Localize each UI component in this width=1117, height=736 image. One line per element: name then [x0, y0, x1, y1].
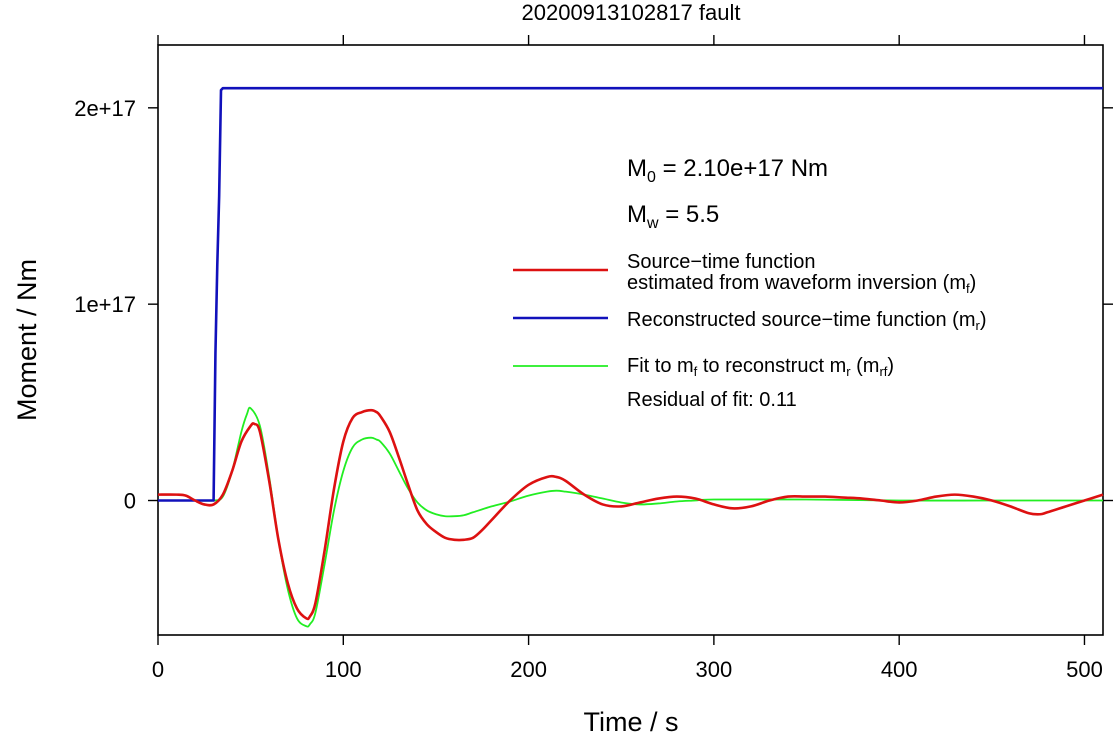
x-tick-label: 300 — [696, 657, 733, 682]
x-tick-label: 400 — [881, 657, 918, 682]
legend-mrf-b-sub: r — [846, 364, 851, 379]
legend-label-mf-line1: Source−time function — [627, 251, 815, 273]
legend-mrf-c-sub: rf — [879, 364, 887, 379]
y-tick-label: 2e+17 — [74, 96, 136, 121]
plot-frame — [157, 44, 1104, 636]
legend: Source−time function estimated from wave… — [513, 251, 987, 411]
series-line-mf — [157, 408, 1104, 621]
x-tick-label: 0 — [152, 657, 164, 682]
x-axis-label: Time / s — [583, 707, 678, 736]
m0-annotation: M0 = 2.10e+17 Nm — [627, 155, 828, 186]
legend-mf-line2-sub: f — [966, 281, 970, 296]
y-axis-label: Moment / Nm — [12, 259, 42, 421]
y-tick-label: 1e+17 — [74, 292, 136, 317]
legend-mrf-b: to reconstruct m — [697, 355, 846, 377]
axis-ticks: 0 100 200 300 400 500 0 1e+17 2e+17 — [74, 35, 1113, 682]
x-tick-label: 500 — [1066, 657, 1103, 682]
legend-mrf-a: Fit to m — [627, 355, 694, 377]
mw-value: = 5.5 — [659, 201, 720, 228]
legend-label-mf-line2: estimated from waveform inversion (mf) — [627, 272, 976, 296]
x-tick-label: 100 — [325, 657, 362, 682]
legend-mrf-d: ) — [887, 355, 894, 377]
mw-annotation: Mw = 5.5 — [627, 201, 719, 232]
legend-label-mr: Reconstructed source−time function (mr) — [627, 309, 987, 333]
series-line-mr — [158, 86, 1103, 502]
m0-value: = 2.10e+17 Nm — [656, 155, 828, 182]
residual-annotation: Residual of fit: 0.11 — [627, 389, 797, 411]
legend-label-mrf: Fit to mf to reconstruct mr (mrf) — [627, 355, 894, 379]
series-layer — [157, 86, 1104, 628]
legend-mf-line2-pre: estimated from waveform inversion (m — [627, 272, 966, 294]
m0-subscript: 0 — [647, 169, 656, 186]
legend-mr-sub: r — [976, 318, 981, 333]
mw-subscript: w — [646, 215, 659, 232]
legend-mr-post: ) — [980, 309, 987, 331]
y-tick-label: 0 — [124, 489, 136, 514]
mw-main: M — [627, 201, 647, 228]
series-line-mrf — [158, 406, 1103, 628]
m0-main: M — [627, 155, 647, 182]
legend-mrf-c: (m — [851, 355, 880, 377]
x-tick-label: 200 — [510, 657, 547, 682]
chart-title: 20200913102817 fault — [522, 0, 741, 25]
legend-mrf-a-sub: f — [694, 364, 698, 379]
legend-mf-line2-post: ) — [970, 272, 977, 294]
legend-mr-pre: Reconstructed source−time function (m — [627, 309, 976, 331]
